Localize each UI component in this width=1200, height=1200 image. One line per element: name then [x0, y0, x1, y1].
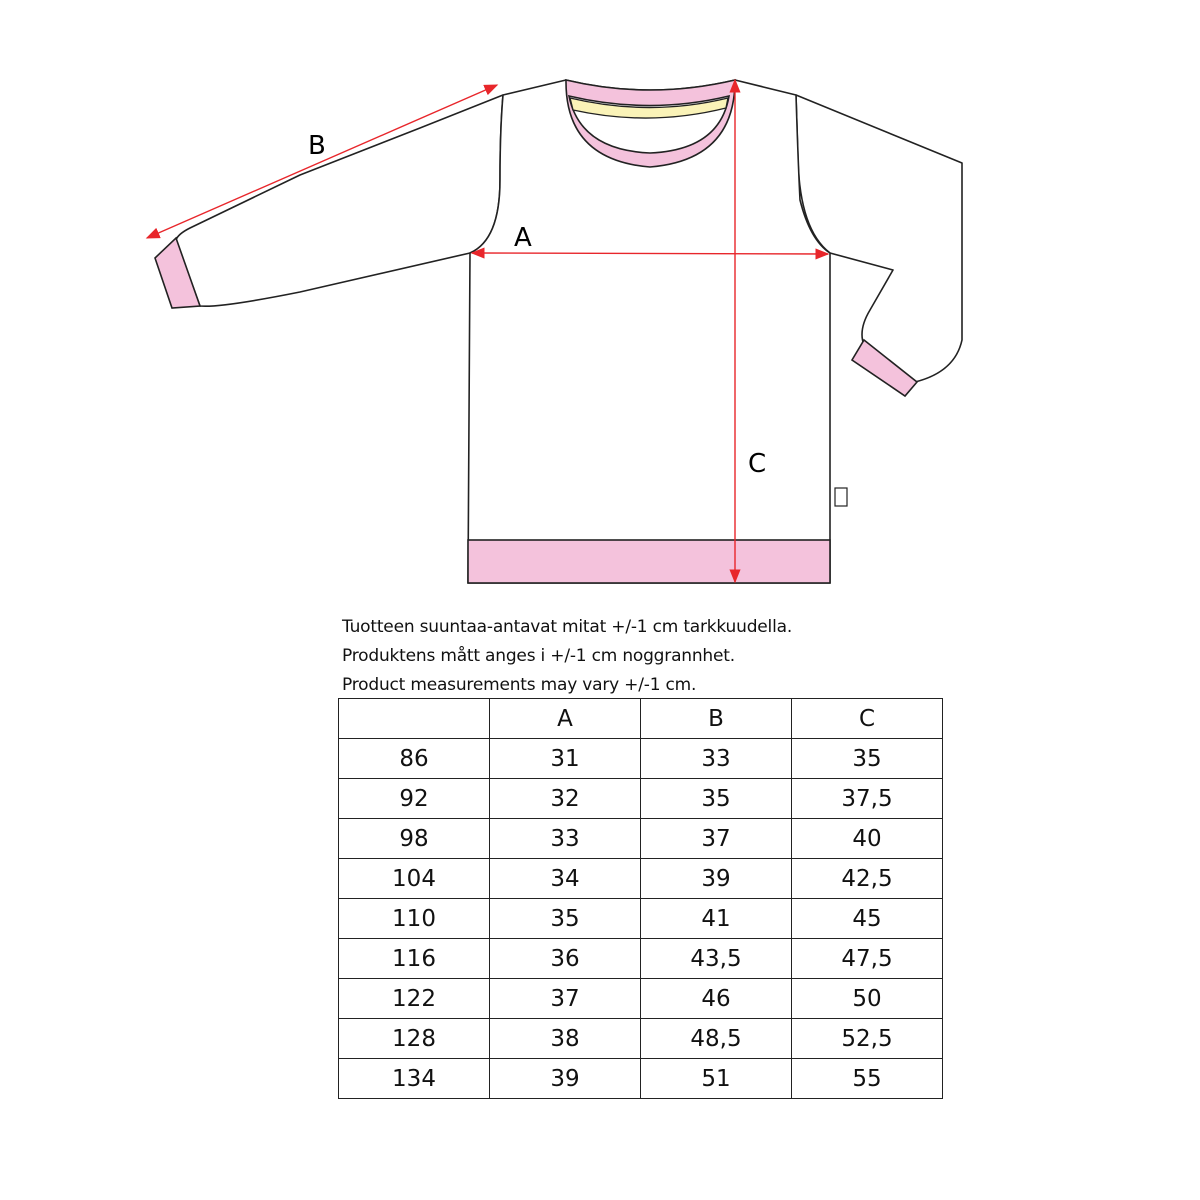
- measure-cell: 32: [489, 778, 641, 819]
- measure-cell: 37: [640, 818, 792, 859]
- table-row: 104 34 39 42,5: [338, 858, 943, 899]
- table-row: 128 38 48,5 52,5: [338, 1018, 943, 1059]
- measure-cell: 36: [489, 938, 641, 979]
- measure-cell: 47,5: [791, 938, 943, 979]
- measure-cell: 45: [791, 898, 943, 939]
- measure-cell: 41: [640, 898, 792, 939]
- size-cell: 116: [338, 938, 490, 979]
- measure-cell: 52,5: [791, 1018, 943, 1059]
- note-english: Product measurements may vary +/-1 cm.: [342, 675, 697, 695]
- left-sleeve: [175, 94, 504, 308]
- hem-rib: [467, 539, 831, 584]
- measure-cell: 33: [489, 818, 641, 859]
- size-cell: 122: [338, 978, 490, 1019]
- measure-cell: 39: [640, 858, 792, 899]
- size-cell: 104: [338, 858, 490, 899]
- measure-cell: 37,5: [791, 778, 943, 819]
- note-finnish: Tuotteen suuntaa-antavat mitat +/-1 cm t…: [342, 617, 793, 637]
- measure-cell: 43,5: [640, 938, 792, 979]
- size-cell: 92: [338, 778, 490, 819]
- table-row: 116 36 43,5 47,5: [338, 938, 943, 979]
- neck-inner-band: [569, 97, 729, 119]
- table-row: 110 35 41 45: [338, 898, 943, 939]
- table-row: 86 31 33 35: [338, 738, 943, 779]
- label-a: A: [514, 223, 532, 253]
- measure-cell: 39: [489, 1058, 641, 1099]
- size-cell: 110: [338, 898, 490, 939]
- measure-cell: 34: [489, 858, 641, 899]
- size-cell: 134: [338, 1058, 490, 1099]
- header-cell: B: [640, 698, 792, 739]
- note-swedish: Produktens mått anges i +/-1 cm noggrann…: [342, 646, 735, 666]
- table-row: 98 33 37 40: [338, 818, 943, 859]
- header-cell: A: [489, 698, 641, 739]
- measure-cell: 31: [489, 738, 641, 779]
- measure-cell: 42,5: [791, 858, 943, 899]
- measure-cell: 55: [791, 1058, 943, 1099]
- label-c: C: [748, 449, 766, 479]
- sweater-diagram: B A C: [145, 78, 963, 584]
- table-row: 134 39 51 55: [338, 1058, 943, 1099]
- size-cell: 98: [338, 818, 490, 859]
- left-cuff: [154, 236, 202, 309]
- measure-cell: 35: [640, 778, 792, 819]
- measure-cell: 35: [489, 898, 641, 939]
- measure-cell: 51: [640, 1058, 792, 1099]
- size-cell: 128: [338, 1018, 490, 1059]
- table-row: 122 37 46 50: [338, 978, 943, 1019]
- right-cuff: [850, 338, 919, 398]
- size-table: A B C 86 31 33 35 92 32 35 37,5 98 33 37 40 104 34 39 42,5…: [338, 698, 943, 1099]
- right-sleeve: [795, 94, 963, 383]
- table-row: 92 32 35 37,5: [338, 778, 943, 819]
- measure-cell: 48,5: [640, 1018, 792, 1059]
- measure-b-arrow: [145, 84, 499, 239]
- side-label-tag: [834, 487, 848, 507]
- measure-cell: 50: [791, 978, 943, 1019]
- measure-cell: 35: [791, 738, 943, 779]
- size-cell: 86: [338, 738, 490, 779]
- measure-cell: 37: [489, 978, 641, 1019]
- label-b: B: [308, 131, 326, 161]
- header-cell: C: [791, 698, 943, 739]
- header-cell: [338, 698, 490, 739]
- measure-a-arrow: [470, 247, 830, 260]
- measure-cell: 38: [489, 1018, 641, 1059]
- measure-cell: 33: [640, 738, 792, 779]
- measure-cell: 40: [791, 818, 943, 859]
- measure-cell: 46: [640, 978, 792, 1019]
